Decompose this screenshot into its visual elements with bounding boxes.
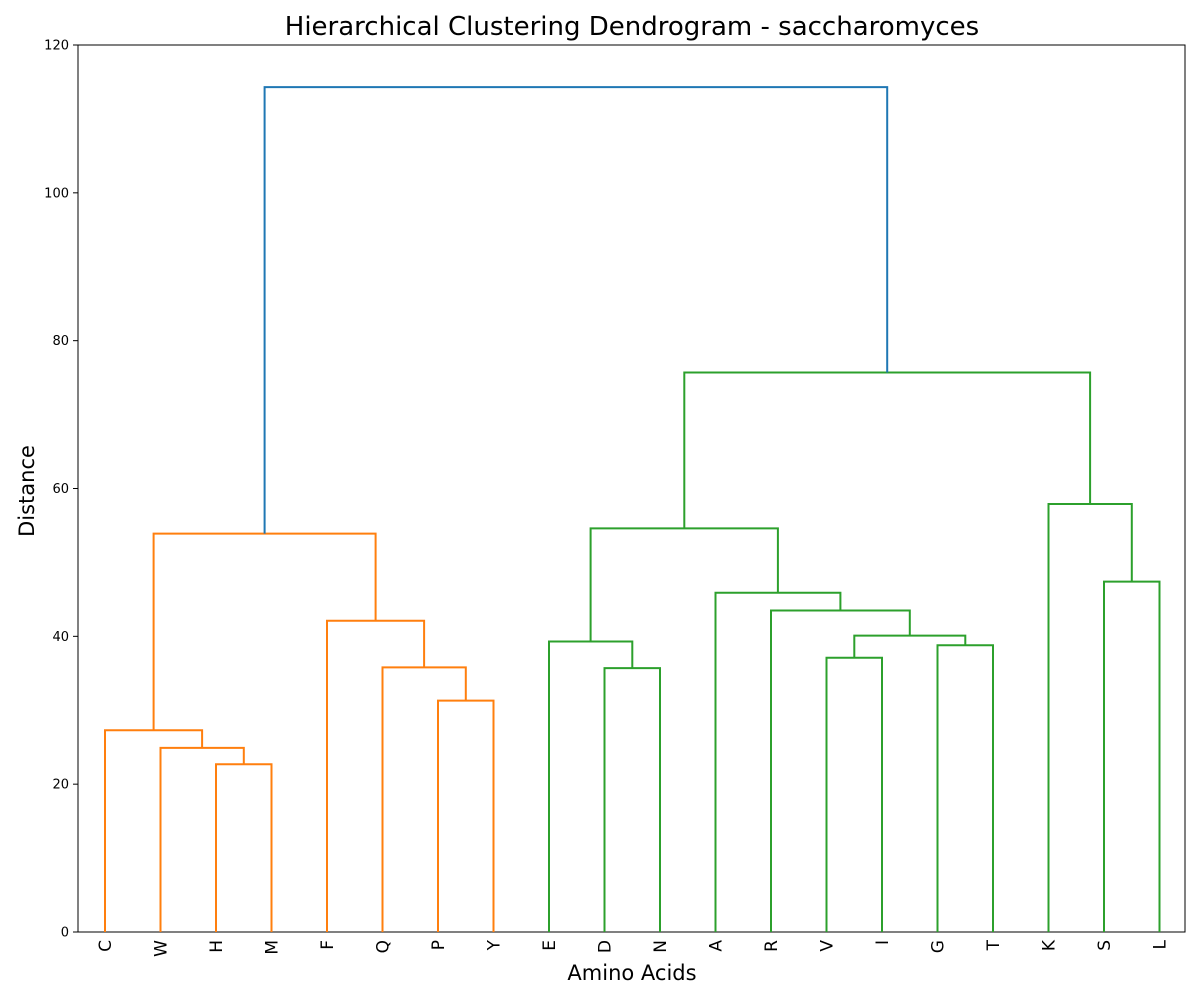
dendrogram-link-2: [104, 729, 204, 932]
dendrogram-link-9: [825, 656, 883, 932]
dendrogram-link-13: [714, 591, 842, 932]
y-tick-label-40: 40: [52, 630, 69, 645]
leaf-label-N: N: [651, 940, 671, 953]
y-axis-label: Distance: [15, 445, 39, 537]
y-tick-label-60: 60: [52, 482, 69, 497]
dendrogram-link-7: [603, 667, 661, 932]
dendrogram-link-0: [215, 763, 273, 932]
x-axis-label: Amino Acids: [567, 961, 696, 985]
y-tick-label-120: 120: [44, 39, 69, 54]
leaf-label-K: K: [1040, 939, 1060, 951]
leaf-label-M: M: [263, 940, 283, 955]
dendrogram-link-16: [1047, 503, 1133, 932]
leaf-label-S: S: [1095, 940, 1115, 951]
leaf-label-L: L: [1151, 939, 1171, 949]
leaf-label-A: A: [707, 940, 727, 952]
leaf-label-Y: Y: [485, 939, 505, 951]
y-tick-label-0: 0: [61, 926, 69, 941]
leaf-label-V: V: [818, 940, 838, 952]
y-tick-label-20: 20: [52, 778, 69, 793]
dendrogram-link-17: [683, 371, 1092, 529]
y-tick-label-80: 80: [52, 334, 69, 349]
plot-frame: [77, 44, 1186, 933]
dendrogram-links: [104, 86, 1161, 932]
leaf-label-W: W: [152, 940, 172, 957]
dendrogram-link-6: [152, 532, 377, 731]
leaf-label-R: R: [762, 940, 782, 952]
leaf-label-I: I: [873, 940, 893, 945]
y-tick-label-100: 100: [44, 186, 69, 201]
leaf-label-C: C: [96, 940, 116, 952]
leaf-label-D: D: [596, 940, 616, 953]
dendrogram-link-11: [853, 634, 967, 658]
leaf-label-E: E: [540, 940, 560, 951]
y-axis-ticks: 0 20 40 60 80 100 120: [44, 39, 78, 941]
leaf-label-T: T: [984, 939, 1004, 951]
dendrogram-link-4: [381, 666, 467, 932]
dendrogram-link-14: [589, 527, 779, 642]
dendrogram-link-1: [159, 746, 245, 932]
leaf-label-P: P: [429, 940, 449, 950]
leaf-label-H: H: [207, 940, 227, 953]
leaf-label-F: F: [318, 940, 338, 950]
dendrogram-link-18: [263, 86, 889, 534]
dendrogram-link-3: [437, 699, 495, 932]
chart-title: Hierarchical Clustering Dendrogram - sac…: [285, 12, 979, 42]
leaf-label-G: G: [929, 940, 949, 953]
dendrogram-link-10: [936, 644, 994, 932]
dendrogram-link-15: [1103, 580, 1161, 932]
dendrogram-link-8: [548, 640, 634, 932]
leaf-label-Q: Q: [374, 940, 394, 953]
